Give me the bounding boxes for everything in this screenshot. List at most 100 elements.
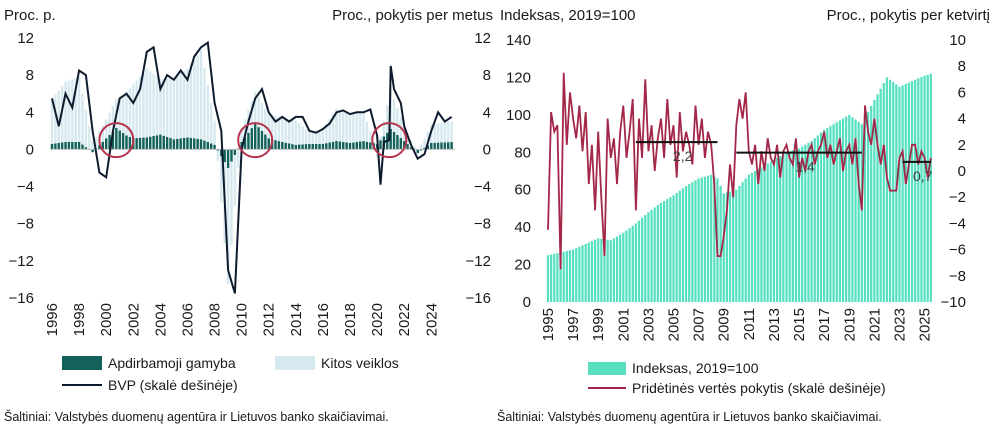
legend-label-manufacturing: Apdirbamoji gamyba [108, 355, 236, 371]
manufacturing-bar [135, 138, 138, 150]
left-y-tick-right: 12 [474, 30, 491, 47]
other-bar [443, 122, 447, 143]
index-bar [926, 74, 929, 302]
left-x-tick: 2018 [342, 303, 359, 336]
manufacturing-bar [402, 141, 406, 150]
index-bar [684, 185, 688, 302]
index-bar [766, 163, 769, 302]
index-bar [876, 94, 879, 303]
manufacturing-bar [338, 141, 342, 150]
other-bar [240, 128, 243, 142]
index-bar [728, 191, 732, 302]
index-bar [713, 176, 716, 302]
manufacturing-bar [91, 149, 94, 153]
index-bar [662, 200, 666, 302]
legend-label-index: Indeksas, 2019=100 [632, 360, 759, 376]
index-bar [892, 82, 895, 302]
manufacturing-bar [111, 131, 115, 150]
manufacturing-bar [284, 142, 287, 150]
other-bar [311, 131, 314, 144]
manufacturing-bar [426, 145, 430, 150]
other-bar [287, 119, 291, 144]
other-bar [104, 119, 108, 139]
right-x-tick: 2023 [891, 308, 908, 341]
left-x-tick: 2010 [234, 303, 251, 336]
index-bar [857, 121, 860, 302]
index-bar [678, 190, 681, 302]
other-bar [365, 121, 369, 142]
highlight-circle [371, 122, 408, 159]
index-bar [757, 169, 760, 302]
left-y-tick-right: 8 [483, 67, 491, 84]
other-bar [436, 123, 440, 143]
other-bar [155, 76, 159, 136]
manufacturing-bar [253, 123, 257, 150]
index-bar [703, 176, 707, 302]
right-y-tick-left: 80 [514, 144, 531, 161]
other-bar [84, 109, 88, 148]
manufacturing-bar [328, 142, 331, 150]
index-bar [779, 156, 782, 302]
manufacturing-bar [213, 144, 216, 150]
left-gdp-line [51, 40, 453, 294]
other-bar [118, 98, 121, 131]
other-bar [203, 67, 206, 141]
right-units-right: Proc., pokytis per ketvirtį [827, 7, 990, 24]
left-x-tick: 2012 [261, 303, 278, 336]
manufacturing-bar [233, 149, 237, 155]
manufacturing-bar [172, 139, 176, 150]
left-units-left: Proc. p. [4, 7, 56, 24]
index-bar [835, 122, 838, 302]
right-x-tick: 1999 [590, 308, 607, 341]
index-bar [725, 192, 729, 302]
index-bar [697, 178, 700, 302]
manufacturing-bar [162, 135, 165, 150]
manufacturing-bar [379, 140, 382, 150]
index-bar [772, 159, 776, 302]
manufacturing-bar [369, 142, 372, 150]
manufacturing-bar [406, 144, 409, 150]
right-x-tick: 2007 [691, 308, 708, 341]
other-bar [426, 131, 430, 146]
right-x-tick: 2019 [841, 308, 858, 341]
other-bar [165, 78, 169, 137]
index-bar [666, 199, 669, 302]
manufacturing-bar [362, 141, 365, 150]
right-y-tick-right: 4 [958, 111, 966, 128]
other-bar [193, 59, 196, 139]
index-bar [826, 127, 829, 302]
index-bar [829, 126, 832, 302]
index-bar [860, 124, 863, 302]
other-bar [125, 92, 128, 136]
manufacturing-bar [199, 139, 203, 150]
index-bar [647, 212, 650, 302]
index-bar [622, 232, 625, 302]
other-bar [277, 116, 281, 142]
other-bar [91, 140, 94, 150]
manufacturing-bar [314, 143, 318, 150]
index-bar [706, 175, 710, 302]
other-bar [243, 119, 247, 138]
manufacturing-bar [104, 138, 108, 150]
left-y-ticks-left: 12 8 4 0 −4 −8 −12 −16 [9, 30, 34, 307]
right-units-left: Indeksas, 2019=100 [500, 7, 636, 24]
manufacturing-bar [345, 142, 348, 150]
legend-label-gdp: BVP (skalė dešinėje) [108, 377, 238, 393]
other-bar [372, 142, 375, 144]
legend-swatch-other [275, 356, 315, 370]
right-x-tick: 2025 [917, 308, 934, 341]
index-bar [929, 73, 932, 302]
manufacturing-bar [396, 135, 399, 150]
right-x-tick: 1995 [540, 308, 557, 341]
index-bar [895, 84, 898, 302]
index-bar [854, 119, 857, 303]
left-x-tick: 2020 [369, 303, 386, 336]
manufacturing-bar [179, 138, 182, 150]
other-bar [382, 121, 386, 137]
other-bar [253, 91, 257, 124]
left-x-tick: 2008 [207, 303, 224, 336]
index-bar [700, 177, 703, 302]
other-bar [159, 78, 162, 135]
index-bar [634, 223, 637, 302]
